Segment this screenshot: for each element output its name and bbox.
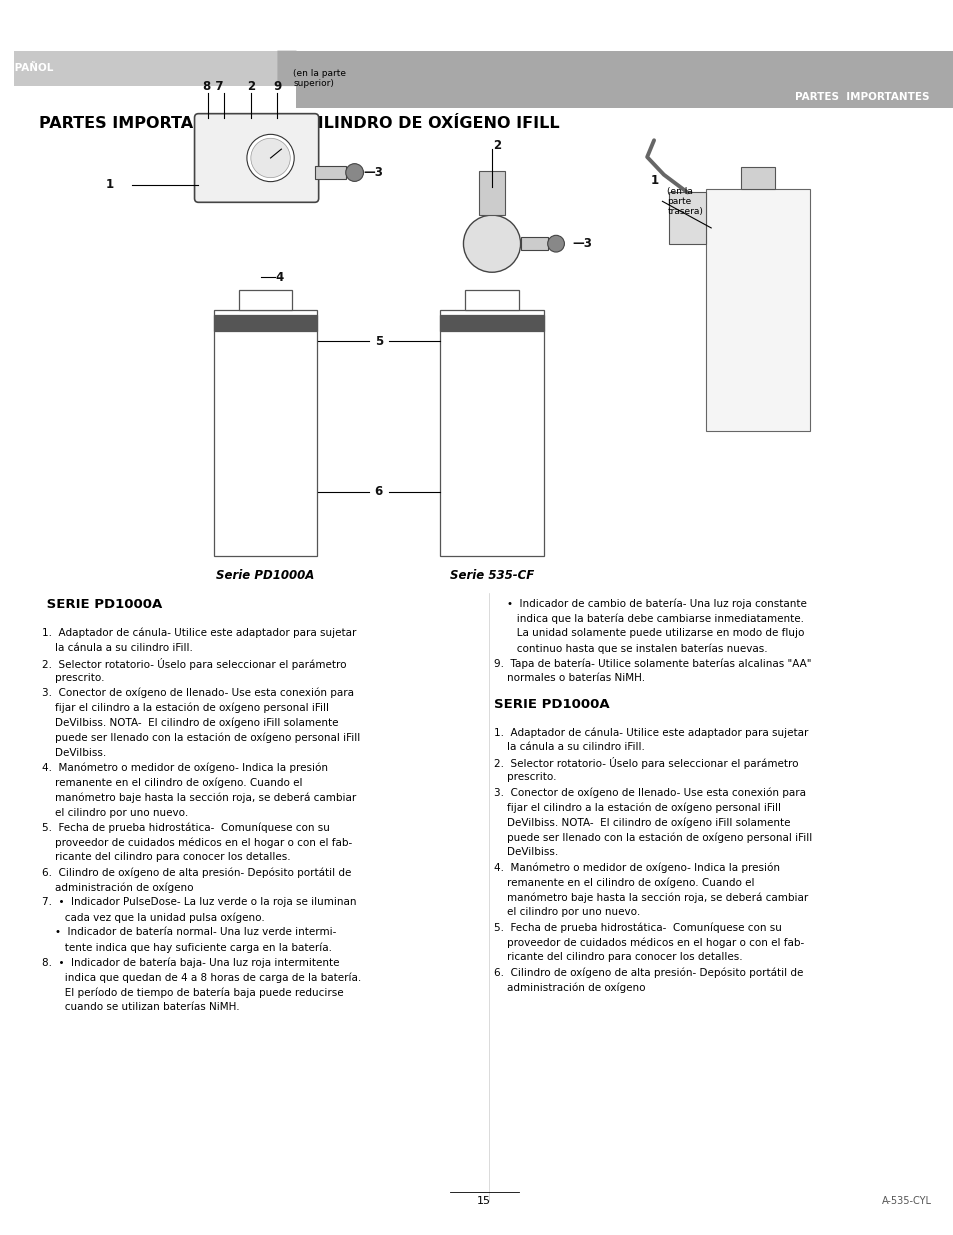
Text: 4.  Manómetro o medidor de oxígeno- Indica la presión: 4. Manómetro o medidor de oxígeno- Indic…	[494, 862, 780, 873]
Text: tente indica que hay suficiente carga en la batería.: tente indica que hay suficiente carga en…	[42, 942, 332, 952]
Text: la cánula a su cilindro iFill.: la cánula a su cilindro iFill.	[494, 742, 644, 752]
Text: —3: —3	[362, 165, 382, 179]
Text: manómetro baje hasta la sección roja, se deberá cambiar: manómetro baje hasta la sección roja, se…	[42, 793, 355, 803]
Text: Serie PD1000A: Serie PD1000A	[216, 569, 314, 582]
Bar	[740, 167, 774, 189]
Circle shape	[547, 236, 564, 252]
Text: DeVilbiss.: DeVilbiss.	[42, 747, 106, 757]
Text: administración de oxígeno: administración de oxígeno	[494, 982, 645, 993]
Text: 1.  Adaptador de cánula- Utilice este adaptador para sujetar: 1. Adaptador de cánula- Utilice este ada…	[494, 727, 807, 739]
Text: DeVilbiss. NOTA-  El cilindro de oxígeno iFill solamente: DeVilbiss. NOTA- El cilindro de oxígeno …	[42, 718, 338, 729]
Bar	[213, 315, 316, 331]
Text: 5.  Fecha de prueba hidrostática-  Comuníquese con su: 5. Fecha de prueba hidrostática- Comuníq…	[494, 923, 781, 932]
Text: DeVilbiss. NOTA-  El cilindro de oxígeno iFill solamente: DeVilbiss. NOTA- El cilindro de oxígeno …	[494, 818, 790, 827]
Text: DeVilbiss.: DeVilbiss.	[494, 847, 558, 857]
Bar	[238, 290, 292, 310]
Bar	[520, 237, 548, 251]
Text: indica que la batería debe cambiarse inmediatamente.: indica que la batería debe cambiarse inm…	[494, 614, 803, 624]
Text: A-535-CYL: A-535-CYL	[882, 1195, 931, 1207]
Bar	[314, 167, 346, 179]
Circle shape	[463, 215, 520, 272]
Text: indica que quedan de 4 a 8 horas de carga de la batería.: indica que quedan de 4 a 8 horas de carg…	[42, 972, 361, 983]
Bar	[440, 315, 543, 331]
Text: 4: 4	[275, 270, 283, 284]
Text: 3.  Conector de oxígeno de llenado- Use esta conexión para: 3. Conector de oxígeno de llenado- Use e…	[42, 688, 354, 698]
Bar	[668, 193, 705, 243]
Text: 5.  Fecha de prueba hidrostática-  Comuníquese con su: 5. Fecha de prueba hidrostática- Comuníq…	[42, 823, 330, 832]
Text: proveedor de cuidados médicos en el hogar o con el fab-: proveedor de cuidados médicos en el hoga…	[494, 937, 803, 947]
Text: el cilindro por uno nuevo.: el cilindro por uno nuevo.	[42, 808, 188, 818]
Text: prescrito.: prescrito.	[42, 673, 104, 683]
Text: 1.  Adaptador de cánula- Utilice este adaptador para sujetar: 1. Adaptador de cánula- Utilice este ada…	[42, 627, 355, 638]
Text: administración de oxígeno: administración de oxígeno	[42, 882, 193, 893]
Text: 15: 15	[476, 1195, 491, 1207]
Text: 3.  Conector de oxígeno de llenado- Use esta conexión para: 3. Conector de oxígeno de llenado- Use e…	[494, 788, 805, 798]
Text: cada vez que la unidad pulsa oxígeno.: cada vez que la unidad pulsa oxígeno.	[42, 913, 264, 923]
Text: ricante del cilindro para conocer los detalles.: ricante del cilindro para conocer los de…	[42, 852, 291, 862]
Text: •  Indicador de batería normal- Una luz verde intermi-: • Indicador de batería normal- Una luz v…	[42, 927, 335, 937]
Text: 5: 5	[375, 335, 382, 348]
Text: 2.  Selector rotatorio- Úselo para seleccionar el parámetro: 2. Selector rotatorio- Úselo para selecc…	[494, 757, 798, 769]
Text: ESPAÑOL: ESPAÑOL	[0, 63, 53, 73]
Text: PARTES IMPORTANTES DE SU CILINDRO DE OXÍGENO IFILL: PARTES IMPORTANTES DE SU CILINDRO DE OXÍ…	[39, 116, 559, 131]
Bar	[14, 51, 295, 86]
Text: cuando se utilizan baterías NiMH.: cuando se utilizan baterías NiMH.	[42, 1002, 239, 1013]
Text: (en la parte
superior): (en la parte superior)	[293, 69, 346, 88]
Bar	[705, 189, 809, 431]
Bar	[213, 310, 316, 556]
Text: manómetro baje hasta la sección roja, se deberá cambiar: manómetro baje hasta la sección roja, se…	[494, 892, 807, 903]
Text: fijar el cilindro a la estación de oxígeno personal iFill: fijar el cilindro a la estación de oxíge…	[494, 803, 781, 813]
Text: (en la
parte
trasera): (en la parte trasera)	[667, 186, 702, 216]
Text: prescrito.: prescrito.	[494, 772, 556, 783]
Text: El período de tiempo de batería baja puede reducirse: El período de tiempo de batería baja pue…	[42, 987, 343, 998]
Text: 2.  Selector rotatorio- Úselo para seleccionar el parámetro: 2. Selector rotatorio- Úselo para selecc…	[42, 658, 346, 669]
Bar	[295, 86, 953, 107]
Bar	[478, 170, 504, 215]
Text: 9.  Tapa de batería- Utilice solamente baterías alcalinas "AA": 9. Tapa de batería- Utilice solamente ba…	[494, 658, 811, 668]
Text: la cánula a su cilindro iFill.: la cánula a su cilindro iFill.	[42, 642, 193, 653]
Text: proveedor de cuidados médicos en el hogar o con el fab-: proveedor de cuidados médicos en el hoga…	[42, 837, 352, 848]
Text: SERIE PD1000A: SERIE PD1000A	[494, 698, 609, 711]
Text: •  Indicador de cambio de batería- Una luz roja constante: • Indicador de cambio de batería- Una lu…	[494, 598, 806, 609]
Text: ricante del cilindro para conocer los detalles.: ricante del cilindro para conocer los de…	[494, 952, 741, 962]
Text: 6.  Cilindro de oxígeno de alta presión- Depósito portátil de: 6. Cilindro de oxígeno de alta presión- …	[494, 967, 802, 978]
Bar	[465, 290, 518, 310]
Text: remanente en el cilindro de oxígeno. Cuando el: remanente en el cilindro de oxígeno. Cua…	[42, 778, 302, 788]
Text: 8 7: 8 7	[203, 80, 224, 93]
Text: remanente en el cilindro de oxígeno. Cuando el: remanente en el cilindro de oxígeno. Cua…	[494, 877, 754, 888]
Text: Serie 535-CF: Serie 535-CF	[450, 569, 534, 582]
Text: 6.  Cilindro de oxígeno de alta presión- Depósito portátil de: 6. Cilindro de oxígeno de alta presión- …	[42, 867, 351, 878]
Bar	[440, 310, 543, 556]
Circle shape	[345, 164, 363, 182]
Text: 2: 2	[247, 80, 254, 93]
Text: 6: 6	[375, 485, 382, 499]
Text: La unidad solamente puede utilizarse en modo de flujo: La unidad solamente puede utilizarse en …	[494, 629, 803, 638]
Text: 1: 1	[650, 174, 658, 188]
Text: 2: 2	[493, 138, 500, 152]
Text: normales o baterías NiMH.: normales o baterías NiMH.	[494, 673, 644, 683]
Text: 7.  •  Indicador PulseDose- La luz verde o la roja se iluminan: 7. • Indicador PulseDose- La luz verde o…	[42, 898, 356, 908]
Text: fijar el cilindro a la estación de oxígeno personal iFill: fijar el cilindro a la estación de oxíge…	[42, 703, 329, 713]
Text: —3: —3	[572, 237, 592, 251]
Text: 8.  •  Indicador de batería baja- Una luz roja intermitente: 8. • Indicador de batería baja- Una luz …	[42, 957, 339, 968]
Text: puede ser llenado con la estación de oxígeno personal iFill: puede ser llenado con la estación de oxí…	[42, 732, 359, 743]
Bar	[14, 51, 953, 86]
Text: puede ser llenado con la estación de oxígeno personal iFill: puede ser llenado con la estación de oxí…	[494, 832, 811, 842]
Text: el cilindro por uno nuevo.: el cilindro por uno nuevo.	[494, 908, 639, 918]
Text: continuo hasta que se instalen baterías nuevas.: continuo hasta que se instalen baterías …	[494, 643, 767, 653]
Circle shape	[251, 138, 290, 178]
Text: 1: 1	[106, 178, 113, 191]
Text: PARTES  IMPORTANTES: PARTES IMPORTANTES	[794, 91, 928, 103]
Circle shape	[247, 135, 294, 182]
Polygon shape	[277, 51, 353, 86]
Text: SERIE PD1000A: SERIE PD1000A	[42, 598, 162, 611]
FancyBboxPatch shape	[194, 114, 318, 203]
Text: 4.  Manómetro o medidor de oxígeno- Indica la presión: 4. Manómetro o medidor de oxígeno- Indic…	[42, 762, 328, 773]
Text: 9: 9	[274, 80, 281, 93]
